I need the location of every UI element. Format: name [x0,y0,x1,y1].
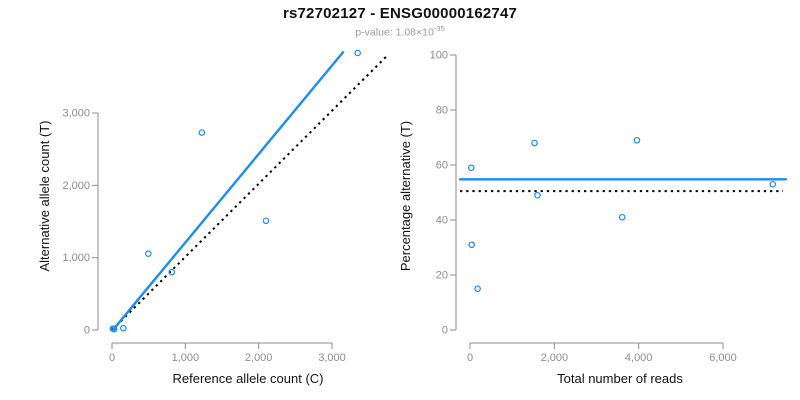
data-point [534,191,541,199]
data-point [120,324,127,332]
left-axes: 0 1,000 2,000 3,000 0 1,000 2,000 3,000 [62,108,345,365]
y-tick-label: 60 [436,160,448,172]
right-axes: 0 20 40 60 80 100 0 2,000 4,000 6,000 [430,50,737,365]
data-point [618,213,626,221]
left-y-axis-title: Alternative allele count (T) [37,120,52,271]
data-point [769,180,777,188]
identity-line [111,55,388,331]
x-tick-label: 4,000 [625,352,653,364]
data-point [468,241,475,249]
data-point [531,139,538,147]
right-lines [458,178,788,193]
data-point [262,217,270,225]
right-x-axis-title: Total number of reads [557,371,683,386]
data-point [474,285,481,293]
y-tick-label: 0 [84,325,90,337]
p-value-exponent: -35 [433,24,445,33]
y-tick-label: 80 [436,105,448,117]
x-tick-label: 0 [109,352,115,364]
right-data-points [467,136,777,293]
data-point [198,129,206,136]
figure-title: rs72702127 - ENSG00000162747 [282,5,518,22]
p-value-text: p-value: 1.08×10 [355,26,434,39]
y-tick-label: 0 [442,325,448,337]
data-point [110,325,118,333]
y-tick-label: 1,000 [62,252,90,264]
right-scatter-plot: 0 20 40 60 80 100 0 2,000 4,000 6,000 Total numbe… [398,50,788,386]
x-tick-label: 1,000 [172,352,200,364]
regression-line [112,51,345,331]
x-tick-label: 2,000 [541,352,569,364]
data-point [467,164,475,172]
y-tick-label: 2,000 [62,180,90,192]
left-data-points [109,49,361,333]
y-tick-label: 20 [436,270,448,282]
y-tick-label: 3,000 [62,108,90,120]
right-y-axis-title: Percentage alternative (T) [398,121,413,271]
left-x-axis-title: Reference allele count (C) [172,371,323,386]
x-tick-label: 2,000 [245,352,273,364]
left-lines [111,51,388,331]
data-point [354,49,361,57]
y-tick-label: 40 [436,215,448,227]
p-value-subtitle: p-value: 1.08×10-35 [0,24,800,39]
data-point [168,268,176,276]
x-tick-label: 6,000 [709,352,737,364]
x-tick-label: 0 [467,352,473,364]
left-scatter-plot: 0 1,000 2,000 3,000 0 1,000 2,000 3,000 Referen… [37,49,388,386]
data-point [145,250,152,257]
data-point [633,136,641,144]
x-tick-label: 3,000 [318,352,346,364]
y-tick-label: 100 [430,50,448,62]
